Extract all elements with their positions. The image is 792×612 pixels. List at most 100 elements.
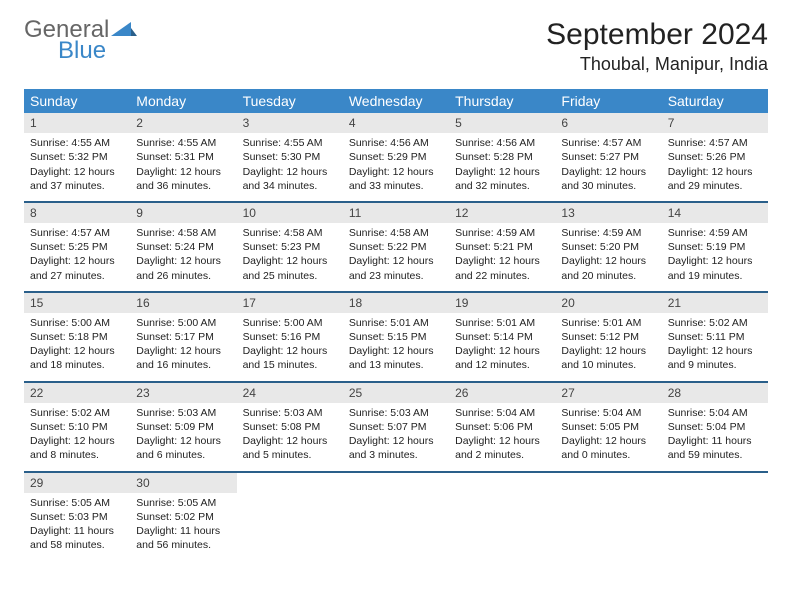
day-cell bbox=[449, 473, 555, 561]
sunrise-text: Sunrise: 4:57 AM bbox=[30, 226, 124, 240]
day-number: 24 bbox=[237, 383, 343, 403]
day-cell: 18Sunrise: 5:01 AMSunset: 5:15 PMDayligh… bbox=[343, 293, 449, 381]
daylight-text: Daylight: 12 hours and 6 minutes. bbox=[136, 434, 230, 462]
sunrise-text: Sunrise: 4:59 AM bbox=[668, 226, 762, 240]
day-body: Sunrise: 4:55 AMSunset: 5:30 PMDaylight:… bbox=[237, 133, 343, 201]
day-number: 12 bbox=[449, 203, 555, 223]
day-cell: 24Sunrise: 5:03 AMSunset: 5:08 PMDayligh… bbox=[237, 383, 343, 471]
logo-icon bbox=[111, 19, 137, 43]
sunset-text: Sunset: 5:15 PM bbox=[349, 330, 443, 344]
sunrise-text: Sunrise: 5:02 AM bbox=[30, 406, 124, 420]
daylight-text: Daylight: 11 hours and 58 minutes. bbox=[30, 524, 124, 552]
day-cell: 12Sunrise: 4:59 AMSunset: 5:21 PMDayligh… bbox=[449, 203, 555, 291]
day-number: 15 bbox=[24, 293, 130, 313]
day-number: 3 bbox=[237, 113, 343, 133]
day-number: 10 bbox=[237, 203, 343, 223]
weeks-container: 1Sunrise: 4:55 AMSunset: 5:32 PMDaylight… bbox=[24, 113, 768, 560]
day-number: 29 bbox=[24, 473, 130, 493]
sunrise-text: Sunrise: 4:56 AM bbox=[455, 136, 549, 150]
sunset-text: Sunset: 5:06 PM bbox=[455, 420, 549, 434]
day-number: 11 bbox=[343, 203, 449, 223]
sunset-text: Sunset: 5:07 PM bbox=[349, 420, 443, 434]
daylight-text: Daylight: 12 hours and 0 minutes. bbox=[561, 434, 655, 462]
sunset-text: Sunset: 5:19 PM bbox=[668, 240, 762, 254]
day-cell: 3Sunrise: 4:55 AMSunset: 5:30 PMDaylight… bbox=[237, 113, 343, 201]
sunset-text: Sunset: 5:21 PM bbox=[455, 240, 549, 254]
daylight-text: Daylight: 12 hours and 5 minutes. bbox=[243, 434, 337, 462]
day-cell: 30Sunrise: 5:05 AMSunset: 5:02 PMDayligh… bbox=[130, 473, 236, 561]
day-body: Sunrise: 5:00 AMSunset: 5:18 PMDaylight:… bbox=[24, 313, 130, 381]
daylight-text: Daylight: 12 hours and 12 minutes. bbox=[455, 344, 549, 372]
days-of-week-row: SundayMondayTuesdayWednesdayThursdayFrid… bbox=[24, 89, 768, 113]
sunset-text: Sunset: 5:22 PM bbox=[349, 240, 443, 254]
day-number: 1 bbox=[24, 113, 130, 133]
daylight-text: Daylight: 12 hours and 13 minutes. bbox=[349, 344, 443, 372]
day-cell: 21Sunrise: 5:02 AMSunset: 5:11 PMDayligh… bbox=[662, 293, 768, 381]
sunrise-text: Sunrise: 4:58 AM bbox=[243, 226, 337, 240]
sunset-text: Sunset: 5:09 PM bbox=[136, 420, 230, 434]
dow-cell: Thursday bbox=[449, 89, 555, 113]
sunset-text: Sunset: 5:10 PM bbox=[30, 420, 124, 434]
sunset-text: Sunset: 5:02 PM bbox=[136, 510, 230, 524]
sunrise-text: Sunrise: 4:55 AM bbox=[30, 136, 124, 150]
day-body: Sunrise: 4:59 AMSunset: 5:21 PMDaylight:… bbox=[449, 223, 555, 291]
sunset-text: Sunset: 5:14 PM bbox=[455, 330, 549, 344]
day-body: Sunrise: 4:58 AMSunset: 5:24 PMDaylight:… bbox=[130, 223, 236, 291]
day-body: Sunrise: 5:00 AMSunset: 5:16 PMDaylight:… bbox=[237, 313, 343, 381]
sunrise-text: Sunrise: 5:01 AM bbox=[455, 316, 549, 330]
daylight-text: Daylight: 12 hours and 33 minutes. bbox=[349, 165, 443, 193]
day-cell: 27Sunrise: 5:04 AMSunset: 5:05 PMDayligh… bbox=[555, 383, 661, 471]
day-number: 22 bbox=[24, 383, 130, 403]
day-number: 9 bbox=[130, 203, 236, 223]
week-row: 29Sunrise: 5:05 AMSunset: 5:03 PMDayligh… bbox=[24, 473, 768, 561]
day-body: Sunrise: 4:58 AMSunset: 5:22 PMDaylight:… bbox=[343, 223, 449, 291]
sunset-text: Sunset: 5:12 PM bbox=[561, 330, 655, 344]
day-number: 14 bbox=[662, 203, 768, 223]
sunrise-text: Sunrise: 4:58 AM bbox=[349, 226, 443, 240]
logo: General Blue bbox=[24, 18, 137, 63]
daylight-text: Daylight: 12 hours and 8 minutes. bbox=[30, 434, 124, 462]
day-cell: 7Sunrise: 4:57 AMSunset: 5:26 PMDaylight… bbox=[662, 113, 768, 201]
daylight-text: Daylight: 12 hours and 26 minutes. bbox=[136, 254, 230, 282]
day-number: 17 bbox=[237, 293, 343, 313]
sunrise-text: Sunrise: 5:01 AM bbox=[349, 316, 443, 330]
day-cell: 25Sunrise: 5:03 AMSunset: 5:07 PMDayligh… bbox=[343, 383, 449, 471]
sunrise-text: Sunrise: 5:02 AM bbox=[668, 316, 762, 330]
sunrise-text: Sunrise: 4:55 AM bbox=[243, 136, 337, 150]
day-cell: 9Sunrise: 4:58 AMSunset: 5:24 PMDaylight… bbox=[130, 203, 236, 291]
sunset-text: Sunset: 5:18 PM bbox=[30, 330, 124, 344]
daylight-text: Daylight: 12 hours and 27 minutes. bbox=[30, 254, 124, 282]
day-number: 8 bbox=[24, 203, 130, 223]
daylight-text: Daylight: 12 hours and 9 minutes. bbox=[668, 344, 762, 372]
day-cell: 1Sunrise: 4:55 AMSunset: 5:32 PMDaylight… bbox=[24, 113, 130, 201]
day-cell: 16Sunrise: 5:00 AMSunset: 5:17 PMDayligh… bbox=[130, 293, 236, 381]
dow-cell: Friday bbox=[555, 89, 661, 113]
sunset-text: Sunset: 5:27 PM bbox=[561, 150, 655, 164]
daylight-text: Daylight: 11 hours and 56 minutes. bbox=[136, 524, 230, 552]
day-cell: 17Sunrise: 5:00 AMSunset: 5:16 PMDayligh… bbox=[237, 293, 343, 381]
dow-cell: Sunday bbox=[24, 89, 130, 113]
day-number: 2 bbox=[130, 113, 236, 133]
day-cell: 20Sunrise: 5:01 AMSunset: 5:12 PMDayligh… bbox=[555, 293, 661, 381]
day-number: 21 bbox=[662, 293, 768, 313]
sunrise-text: Sunrise: 4:59 AM bbox=[455, 226, 549, 240]
day-body: Sunrise: 5:04 AMSunset: 5:05 PMDaylight:… bbox=[555, 403, 661, 471]
sunrise-text: Sunrise: 5:00 AM bbox=[243, 316, 337, 330]
sunset-text: Sunset: 5:20 PM bbox=[561, 240, 655, 254]
day-cell bbox=[555, 473, 661, 561]
sunset-text: Sunset: 5:32 PM bbox=[30, 150, 124, 164]
day-number: 19 bbox=[449, 293, 555, 313]
day-body: Sunrise: 5:04 AMSunset: 5:04 PMDaylight:… bbox=[662, 403, 768, 471]
sunrise-text: Sunrise: 5:04 AM bbox=[561, 406, 655, 420]
week-row: 15Sunrise: 5:00 AMSunset: 5:18 PMDayligh… bbox=[24, 293, 768, 383]
day-body: Sunrise: 4:55 AMSunset: 5:32 PMDaylight:… bbox=[24, 133, 130, 201]
daylight-text: Daylight: 12 hours and 36 minutes. bbox=[136, 165, 230, 193]
day-number: 28 bbox=[662, 383, 768, 403]
day-body: Sunrise: 5:00 AMSunset: 5:17 PMDaylight:… bbox=[130, 313, 236, 381]
day-cell bbox=[662, 473, 768, 561]
sunrise-text: Sunrise: 5:03 AM bbox=[243, 406, 337, 420]
daylight-text: Daylight: 12 hours and 30 minutes. bbox=[561, 165, 655, 193]
page-title: September 2024 bbox=[546, 18, 768, 52]
sunrise-text: Sunrise: 4:57 AM bbox=[561, 136, 655, 150]
day-cell: 15Sunrise: 5:00 AMSunset: 5:18 PMDayligh… bbox=[24, 293, 130, 381]
